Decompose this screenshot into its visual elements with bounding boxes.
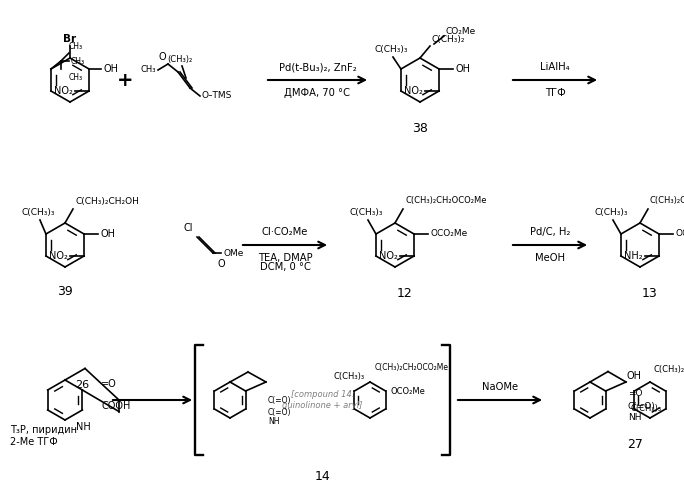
Text: 13: 13 <box>642 287 658 300</box>
Text: C(CH₃)₃: C(CH₃)₃ <box>631 404 661 413</box>
Text: 26: 26 <box>75 380 89 390</box>
Text: C(CH₃)₃: C(CH₃)₃ <box>350 208 382 217</box>
Text: C(CH₃)₂: C(CH₃)₂ <box>432 35 466 44</box>
Text: OCO₂Me: OCO₂Me <box>675 230 684 238</box>
Text: 39: 39 <box>57 285 73 298</box>
Text: =O: =O <box>101 379 117 389</box>
Text: OCO₂Me: OCO₂Me <box>391 386 425 396</box>
Text: 38: 38 <box>412 122 428 135</box>
Text: OH: OH <box>100 229 115 239</box>
Text: C(CH₃)₃: C(CH₃)₃ <box>21 208 55 217</box>
Text: =O: =O <box>628 390 642 398</box>
Text: NH₂: NH₂ <box>624 251 643 261</box>
Text: C(CH₃)₂CH₂OCO₂Me: C(CH₃)₂CH₂OCO₂Me <box>405 196 486 205</box>
Text: Cl: Cl <box>183 223 193 233</box>
Text: NO₂: NO₂ <box>379 251 398 261</box>
Text: T₃P, пиридин: T₃P, пиридин <box>10 425 77 435</box>
Text: Pd/C, H₂: Pd/C, H₂ <box>530 227 570 237</box>
Text: +: + <box>117 70 133 90</box>
Text: OCO₂Me: OCO₂Me <box>430 230 467 238</box>
Text: NO₂: NO₂ <box>54 86 73 96</box>
Text: C(=O): C(=O) <box>628 402 656 410</box>
Text: C(CH₃)₂CH₂OCO₂Me: C(CH₃)₂CH₂OCO₂Me <box>375 363 449 372</box>
Text: C(CH₃)₂CH₂OH: C(CH₃)₂CH₂OH <box>75 197 139 206</box>
Text: OH: OH <box>627 371 642 381</box>
Text: Br: Br <box>64 34 77 44</box>
Text: C(=O): C(=O) <box>268 396 291 404</box>
Text: NO₂: NO₂ <box>404 86 423 96</box>
Text: CH₃: CH₃ <box>140 66 156 74</box>
Text: ТГФ: ТГФ <box>544 88 566 98</box>
Text: NO₂: NO₂ <box>49 251 68 261</box>
Text: C(=O): C(=O) <box>268 408 291 416</box>
Text: CO₂Me: CO₂Me <box>446 27 476 36</box>
Text: C(CH₃)₂CH₂OCO₂Me: C(CH₃)₂CH₂OCO₂Me <box>650 196 684 205</box>
Text: C(CH₃)₃: C(CH₃)₃ <box>334 372 365 381</box>
Text: COOH: COOH <box>101 401 131 411</box>
Text: DCM, 0 °C: DCM, 0 °C <box>259 262 311 272</box>
Text: MeOH: MeOH <box>535 253 565 263</box>
Text: OH: OH <box>455 64 470 74</box>
Text: TEA, DMAP: TEA, DMAP <box>258 253 313 263</box>
Text: C(CH₃)₃: C(CH₃)₃ <box>374 45 408 54</box>
Text: [compound 14:
quinolinone + aryl]: [compound 14: quinolinone + aryl] <box>282 390 363 409</box>
Text: 2-Me ТГФ: 2-Me ТГФ <box>10 437 57 447</box>
Text: 12: 12 <box>397 287 413 300</box>
Text: ДМФА, 70 °C: ДМФА, 70 °C <box>285 88 350 98</box>
Text: Cl·CO₂Me: Cl·CO₂Me <box>262 227 308 237</box>
Text: LiAlH₄: LiAlH₄ <box>540 62 570 72</box>
Text: CH₃: CH₃ <box>69 42 83 51</box>
Text: 14: 14 <box>315 470 330 483</box>
Text: O: O <box>159 52 166 62</box>
Text: OH: OH <box>103 64 118 74</box>
Text: NH: NH <box>268 418 280 426</box>
Text: (CH₃)₂: (CH₃)₂ <box>168 55 193 64</box>
Text: 27: 27 <box>627 438 643 451</box>
Text: NH: NH <box>628 414 642 422</box>
Text: NaOMe: NaOMe <box>482 382 518 392</box>
Text: O: O <box>217 259 224 269</box>
Text: C(CH₃)₂CH₂OH: C(CH₃)₂CH₂OH <box>654 365 684 374</box>
Text: Pd(t-Bu₃)₂, ZnF₂: Pd(t-Bu₃)₂, ZnF₂ <box>278 62 356 72</box>
Text: CH₃: CH₃ <box>71 56 85 66</box>
Text: CH₃: CH₃ <box>69 73 83 82</box>
Text: OMe: OMe <box>223 248 244 258</box>
Text: NH: NH <box>76 422 90 432</box>
Text: O–TMS: O–TMS <box>202 92 233 100</box>
Text: C(CH₃)₃: C(CH₃)₃ <box>594 208 628 217</box>
